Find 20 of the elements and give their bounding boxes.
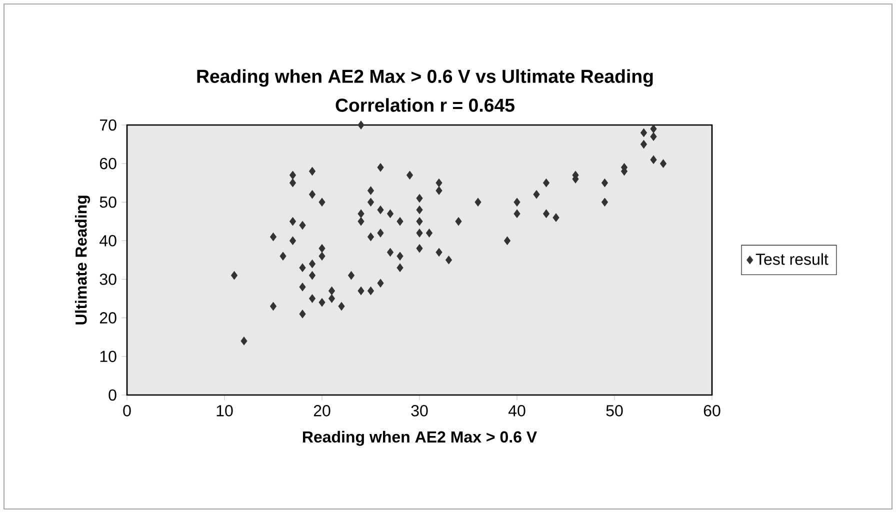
- x-tick-label: 20: [314, 405, 330, 416]
- y-axis-title: Ultimate Reading: [75, 196, 90, 324]
- x-tick-label: 40: [508, 405, 526, 416]
- legend-label: Test result: [756, 253, 828, 265]
- x-tick-label: 30: [411, 405, 428, 416]
- x-tick-label: 0: [123, 405, 131, 416]
- x-tick-label: 50: [606, 405, 623, 416]
- y-tick-label: 0: [108, 389, 116, 401]
- y-tick-label: 10: [100, 350, 116, 362]
- y-tick-label: 20: [100, 312, 116, 324]
- x-tick-label: 60: [704, 405, 720, 416]
- y-tick-label: 50: [100, 196, 116, 208]
- y-tick-label: 60: [100, 158, 116, 170]
- y-tick-label: 30: [100, 274, 116, 285]
- x-axis-title: Reading when AE2 Max > 0.6 V: [302, 430, 537, 446]
- y-tick-label: 70: [100, 119, 116, 131]
- chart-subtitle: Correlation r = 0.645: [336, 98, 514, 112]
- x-tick-label: 10: [216, 405, 233, 416]
- chart-title: Reading when AE2 Max > 0.6 V vs Ultimate Reading: [197, 69, 653, 87]
- y-tick-label: 40: [100, 235, 116, 246]
